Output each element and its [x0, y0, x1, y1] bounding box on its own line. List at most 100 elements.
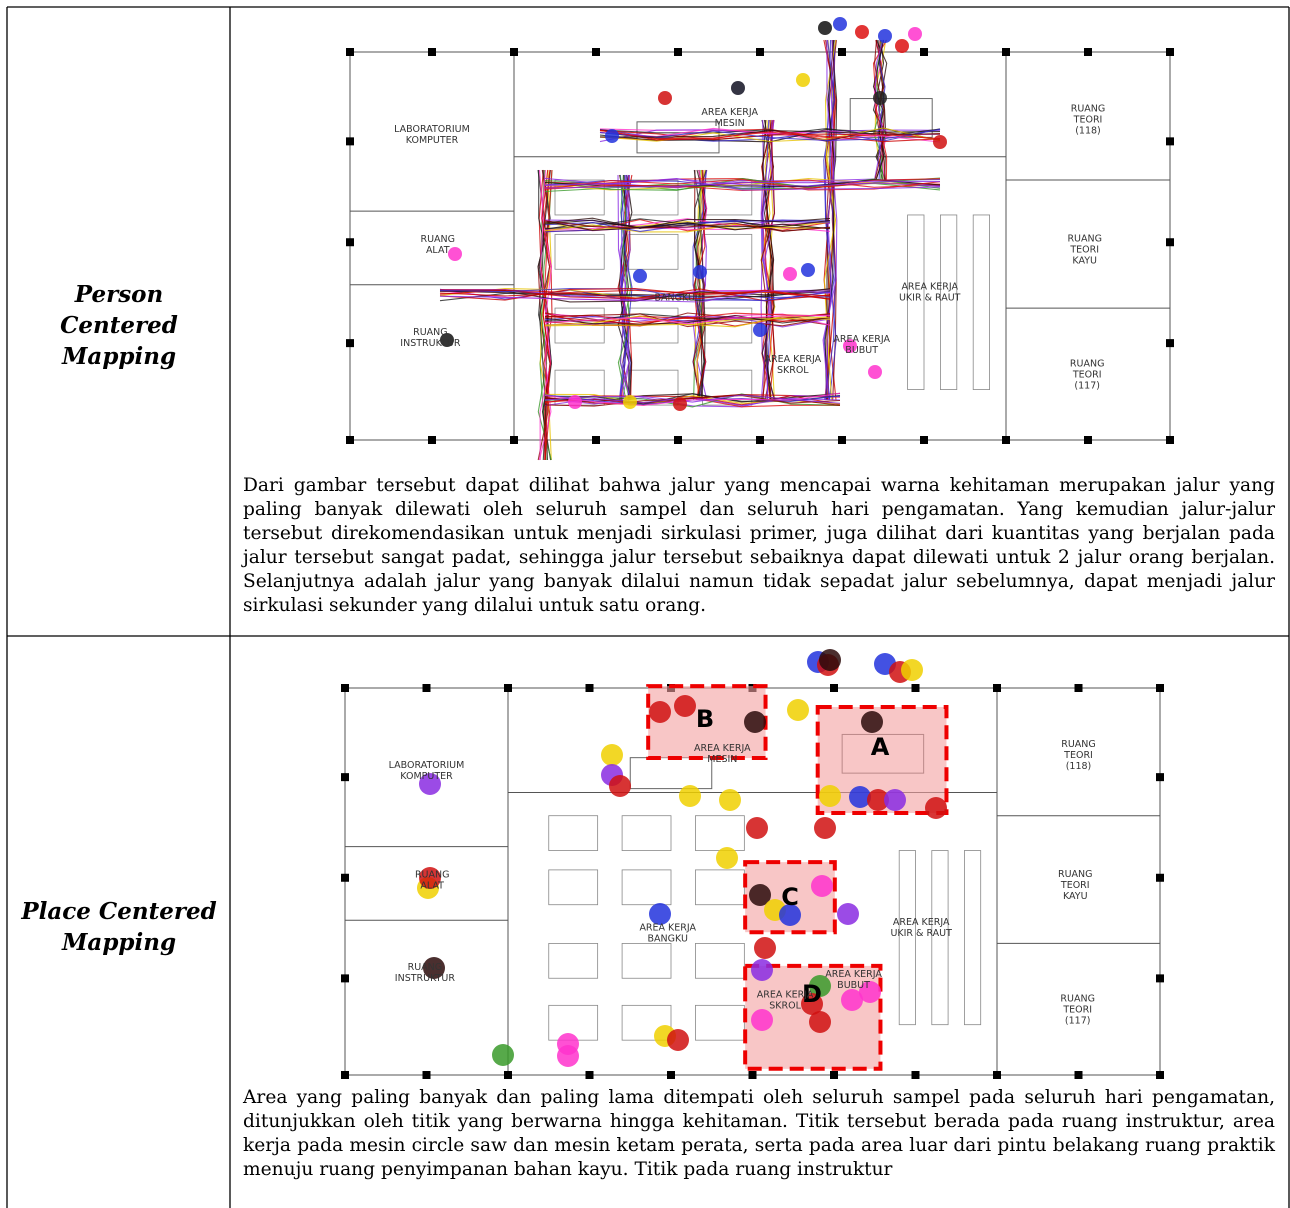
plan-pillar	[341, 773, 349, 782]
room-label: BANGKU	[655, 292, 695, 303]
room-label: MESIN	[707, 754, 737, 765]
plan-pillar	[346, 339, 354, 348]
walk-path	[872, 39, 887, 181]
room-label: KAYU	[1063, 891, 1088, 902]
marker-dot	[779, 904, 801, 926]
paragraph: Dari gambar tersebut dapat dilihat bahwa…	[243, 475, 1275, 616]
marker-dot	[568, 395, 582, 409]
walk-path	[762, 119, 775, 401]
walk-path	[544, 395, 841, 406]
paragraph: Area yang paling banyak dan paling lama …	[243, 1087, 1275, 1180]
plan-desk	[621, 1004, 672, 1041]
room-label: RUANG	[413, 327, 448, 338]
walk-path	[618, 174, 630, 401]
room-label: (118)	[1066, 761, 1092, 772]
plan-pillar	[346, 436, 354, 444]
walk-path	[873, 39, 884, 181]
marker-dot	[751, 1009, 773, 1031]
zone-letter: B	[696, 705, 714, 733]
marker-dot	[419, 867, 441, 889]
plan-pillar	[428, 436, 436, 444]
plan-desk	[621, 869, 672, 906]
plan-pillar	[674, 436, 682, 444]
marker-dot	[783, 267, 797, 281]
room-label: RUANG	[1070, 358, 1105, 369]
marker-dot	[623, 395, 637, 409]
row-label: Place Centered Mapping	[8, 896, 230, 958]
plan-pillar	[346, 137, 354, 146]
plan-pillar	[1166, 238, 1174, 247]
plan-pillar	[920, 436, 928, 444]
walk-path	[544, 178, 941, 191]
walk-path	[439, 290, 831, 302]
walk-path	[439, 288, 831, 301]
room-label: RUANG	[1060, 993, 1095, 1004]
marker-dot	[801, 993, 823, 1015]
room-label: LABORATORIUM	[389, 760, 465, 771]
marker-dot	[419, 773, 441, 795]
marker-dot	[814, 817, 836, 839]
room-label: RUANG	[408, 962, 443, 973]
plan-pillar	[592, 48, 600, 56]
plan-pillar	[422, 1071, 431, 1079]
plan-pillar	[428, 48, 436, 56]
marker-dot	[787, 699, 809, 721]
label-line: Mapping	[61, 929, 177, 956]
walk-path	[544, 219, 831, 231]
zone-letter: C	[781, 883, 799, 911]
plan-pillar	[346, 48, 354, 56]
marker-dot	[749, 884, 771, 906]
room-label: AREA KERJA	[757, 989, 814, 1000]
marker-dot	[679, 785, 701, 807]
room-label: AREA KERJA	[893, 917, 950, 928]
room-label: KAYU	[1072, 255, 1097, 266]
plan-pillar	[830, 684, 838, 692]
plan-pillar	[911, 1071, 920, 1079]
plan-desk	[695, 869, 745, 906]
room-label: UKIR & RAUT	[899, 293, 961, 304]
marker-dot	[746, 817, 768, 839]
marker-dot	[855, 25, 869, 39]
plan-bench	[940, 214, 958, 390]
plan-pillar	[1084, 48, 1092, 56]
plan-desk	[554, 233, 605, 270]
room-label: RUANG	[1061, 739, 1096, 750]
marker-dot	[884, 789, 906, 811]
marker-dot	[878, 29, 892, 43]
marker-dot	[837, 903, 859, 925]
marker-dot	[867, 789, 889, 811]
plan-pillar	[1166, 339, 1174, 348]
plan-desk	[548, 815, 599, 851]
walk-path	[873, 39, 885, 181]
plan-pillar	[830, 1071, 838, 1079]
plan-pillar	[1156, 873, 1164, 882]
plan-pillar	[756, 48, 764, 56]
plan-pillar	[510, 436, 518, 444]
plan-pillar	[585, 1071, 594, 1079]
plan-pillar	[510, 48, 518, 56]
marker-dot	[873, 91, 887, 105]
plan-pillar	[341, 873, 349, 882]
room-label: TEORI	[1063, 750, 1093, 761]
marker-dot	[693, 265, 707, 279]
walk-path	[544, 178, 941, 191]
walk-path	[541, 169, 551, 461]
plan-pillar	[422, 684, 431, 692]
room-label: ALAT	[420, 880, 444, 891]
label-line: Centered	[60, 312, 178, 339]
plan-pillar	[1166, 48, 1174, 56]
marker-dot	[841, 989, 863, 1011]
plan-desk	[548, 869, 599, 906]
plan-bench	[898, 850, 916, 1026]
marker-dot	[901, 659, 923, 681]
room-label: TEORI	[1069, 244, 1099, 255]
plan-pillar	[911, 684, 920, 692]
marker-dot	[667, 1029, 689, 1051]
plan-desk	[702, 233, 753, 270]
plan-pillar	[1074, 1071, 1083, 1079]
plan-pillar	[1156, 974, 1164, 983]
marker-dot	[744, 711, 766, 733]
marker-dot	[809, 1011, 831, 1033]
plan-pillar	[838, 48, 846, 56]
